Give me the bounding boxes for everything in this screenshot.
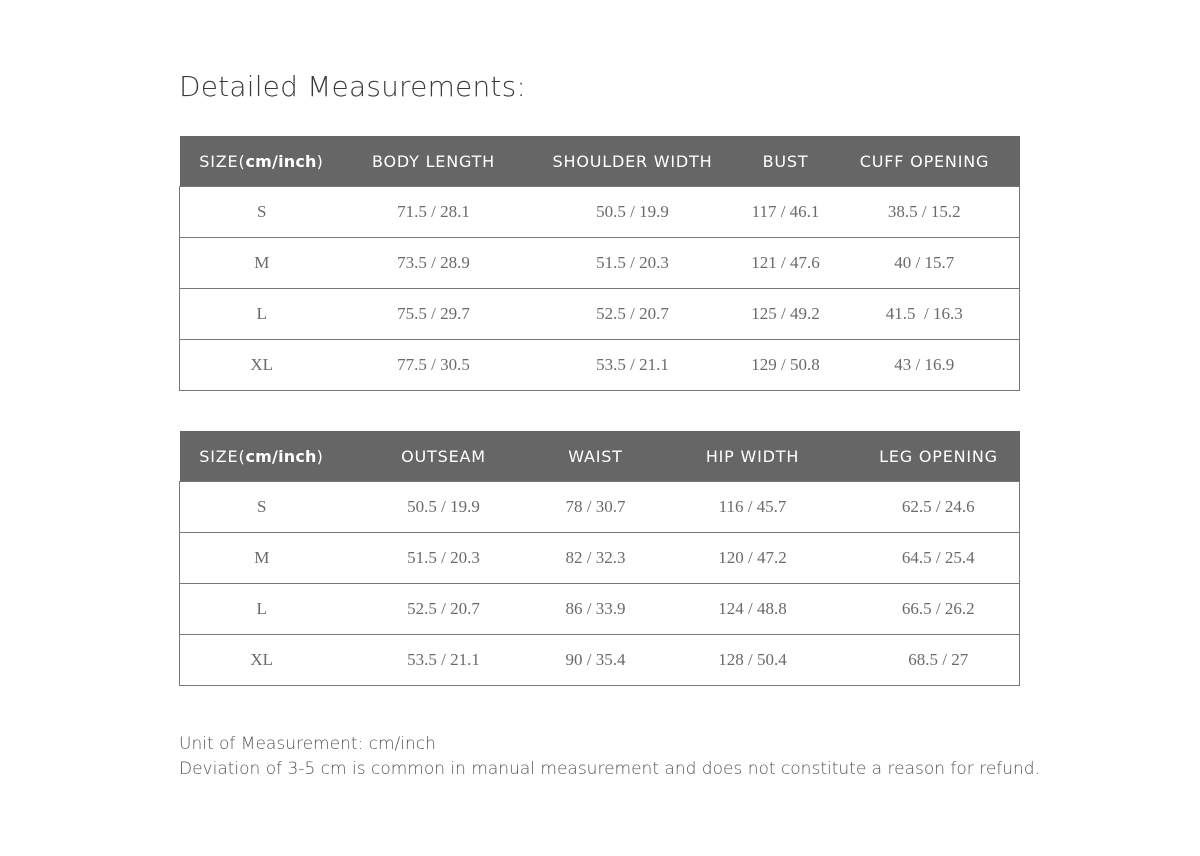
size-cell: L [179,288,344,340]
size-unit: cm/inch [245,151,317,171]
measurement-cell: 50.5 / 19.9 [523,186,742,238]
measurement-cell: 120 / 47.2 [647,532,858,584]
size-cell: M [179,532,344,584]
measurement-cell: 129 / 50.8 [741,339,830,391]
header-size: SIZE(cm/inch) [179,431,344,482]
measurement-cell: 124 / 48.8 [647,583,858,635]
measurement-cell: 52.5 / 20.7 [523,288,742,340]
measurement-cell: 53.5 / 21.1 [523,339,742,391]
measurement-cell: 66.5 / 26.2 [857,583,1020,635]
table-row: S 50.5 / 19.9 78 / 30.7 116 / 45.7 62.5 / 24… [179,481,1020,533]
size-cell: M [179,237,344,289]
measurement-cell: 121 / 47.6 [741,237,830,289]
top-measurement-table: SIZE(cm/inch) BODY LENGTH SHOULDER WIDTH BU… [179,136,1020,391]
unit-note: Unit of Measurement: cm/inch [179,734,436,754]
column-header: BODY LENGTH [343,136,524,187]
table-row: L 52.5 / 20.7 86 / 33.9 124 / 48.8 66.5 / 26… [179,583,1020,635]
measurement-cell: 78 / 30.7 [543,481,648,533]
size-cell: S [179,186,344,238]
size-unit: cm/inch [245,446,317,466]
column-header: SHOULDER WIDTH [523,136,742,187]
measurement-cell: 68.5 / 27 [857,634,1020,686]
size-cell: XL [179,339,344,391]
measurement-cell: 128 / 50.4 [647,634,858,686]
measurement-cell: 43 / 16.9 [829,339,1020,391]
measurement-cell: 53.5 / 21.1 [343,634,544,686]
table-header-row: SIZE(cm/inch) OUTSEAM WAIST HIP WIDTH LEG OP… [179,431,1020,482]
column-header: BUST [741,136,830,187]
column-header: CUFF OPENING [829,136,1020,187]
table-row: M 73.5 / 28.9 51.5 / 20.3 121 / 47.6 40 / 15… [179,237,1020,289]
header-size: SIZE(cm/inch) [179,136,344,187]
table-header-row: SIZE(cm/inch) BODY LENGTH SHOULDER WIDTH BU… [179,136,1020,187]
bottom-measurement-table: SIZE(cm/inch) OUTSEAM WAIST HIP WIDTH LEG OP… [179,431,1020,686]
table-row: S 71.5 / 28.1 50.5 / 19.9 117 / 46.1 38.5 / … [179,186,1020,238]
table-row: L 75.5 / 29.7 52.5 / 20.7 125 / 49.2 41.5 / … [179,288,1020,340]
measurement-cell: 41.5 / 16.3 [829,288,1020,340]
size-label: SIZE( [199,446,246,466]
column-header: WAIST [543,431,648,482]
table-row: XL 77.5 / 30.5 53.5 / 21.1 129 / 50.8 43 / 1… [179,339,1020,391]
size-cell: S [179,481,344,533]
measurement-cell: 117 / 46.1 [741,186,830,238]
column-header: OUTSEAM [343,431,544,482]
measurement-cell: 52.5 / 20.7 [343,583,544,635]
column-header: HIP WIDTH [647,431,858,482]
size-cell: L [179,583,344,635]
deviation-note: Deviation of 3-5 cm is common in manual … [179,759,1041,779]
table-row: XL 53.5 / 21.1 90 / 35.4 128 / 50.4 68.5 / 2… [179,634,1020,686]
measurement-cell: 50.5 / 19.9 [343,481,544,533]
page-title: Detailed Measurements: [179,70,527,103]
measurement-cell: 71.5 / 28.1 [343,186,524,238]
column-header: LEG OPENING [857,431,1020,482]
measurement-cell: 90 / 35.4 [543,634,648,686]
size-label: SIZE( [199,151,246,171]
measurement-cell: 51.5 / 20.3 [343,532,544,584]
measurement-cell: 38.5 / 15.2 [829,186,1020,238]
measurement-cell: 73.5 / 28.9 [343,237,524,289]
size-label-close: ) [316,446,324,466]
measurement-cell: 62.5 / 24.6 [857,481,1020,533]
table-row: M 51.5 / 20.3 82 / 32.3 120 / 47.2 64.5 / 25… [179,532,1020,584]
size-label-close: ) [316,151,324,171]
measurement-cell: 64.5 / 25.4 [857,532,1020,584]
size-cell: XL [179,634,344,686]
measurement-cell: 77.5 / 30.5 [343,339,524,391]
measurement-cell: 125 / 49.2 [741,288,830,340]
measurement-cell: 86 / 33.9 [543,583,648,635]
measurement-cell: 51.5 / 20.3 [523,237,742,289]
measurement-cell: 40 / 15.7 [829,237,1020,289]
measurement-cell: 75.5 / 29.7 [343,288,524,340]
measurement-cell: 82 / 32.3 [543,532,648,584]
measurement-cell: 116 / 45.7 [647,481,858,533]
